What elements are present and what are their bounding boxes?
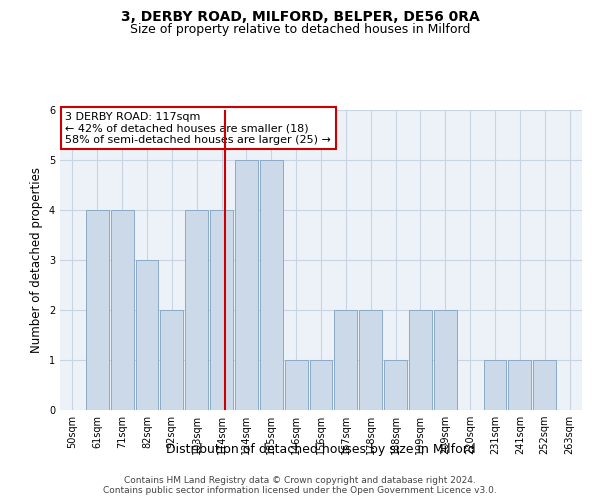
Text: 3 DERBY ROAD: 117sqm
← 42% of detached houses are smaller (18)
58% of semi-detac: 3 DERBY ROAD: 117sqm ← 42% of detached h… [65, 112, 331, 144]
Text: Contains HM Land Registry data © Crown copyright and database right 2024.
Contai: Contains HM Land Registry data © Crown c… [103, 476, 497, 495]
Bar [210, 210, 233, 410]
Bar [160, 310, 183, 410]
Text: 3, DERBY ROAD, MILFORD, BELPER, DE56 0RA: 3, DERBY ROAD, MILFORD, BELPER, DE56 0RA [121, 10, 479, 24]
Bar [260, 160, 283, 410]
Bar [334, 310, 357, 410]
Bar [136, 260, 158, 410]
Bar [285, 360, 308, 410]
Y-axis label: Number of detached properties: Number of detached properties [31, 167, 43, 353]
Bar [359, 310, 382, 410]
Bar [508, 360, 531, 410]
Text: Distribution of detached houses by size in Milford: Distribution of detached houses by size … [166, 442, 476, 456]
Bar [484, 360, 506, 410]
Bar [434, 310, 457, 410]
Bar [409, 310, 432, 410]
Bar [235, 160, 258, 410]
Bar [185, 210, 208, 410]
Bar [533, 360, 556, 410]
Bar [384, 360, 407, 410]
Bar [310, 360, 332, 410]
Text: Size of property relative to detached houses in Milford: Size of property relative to detached ho… [130, 22, 470, 36]
Bar [111, 210, 134, 410]
Bar [86, 210, 109, 410]
